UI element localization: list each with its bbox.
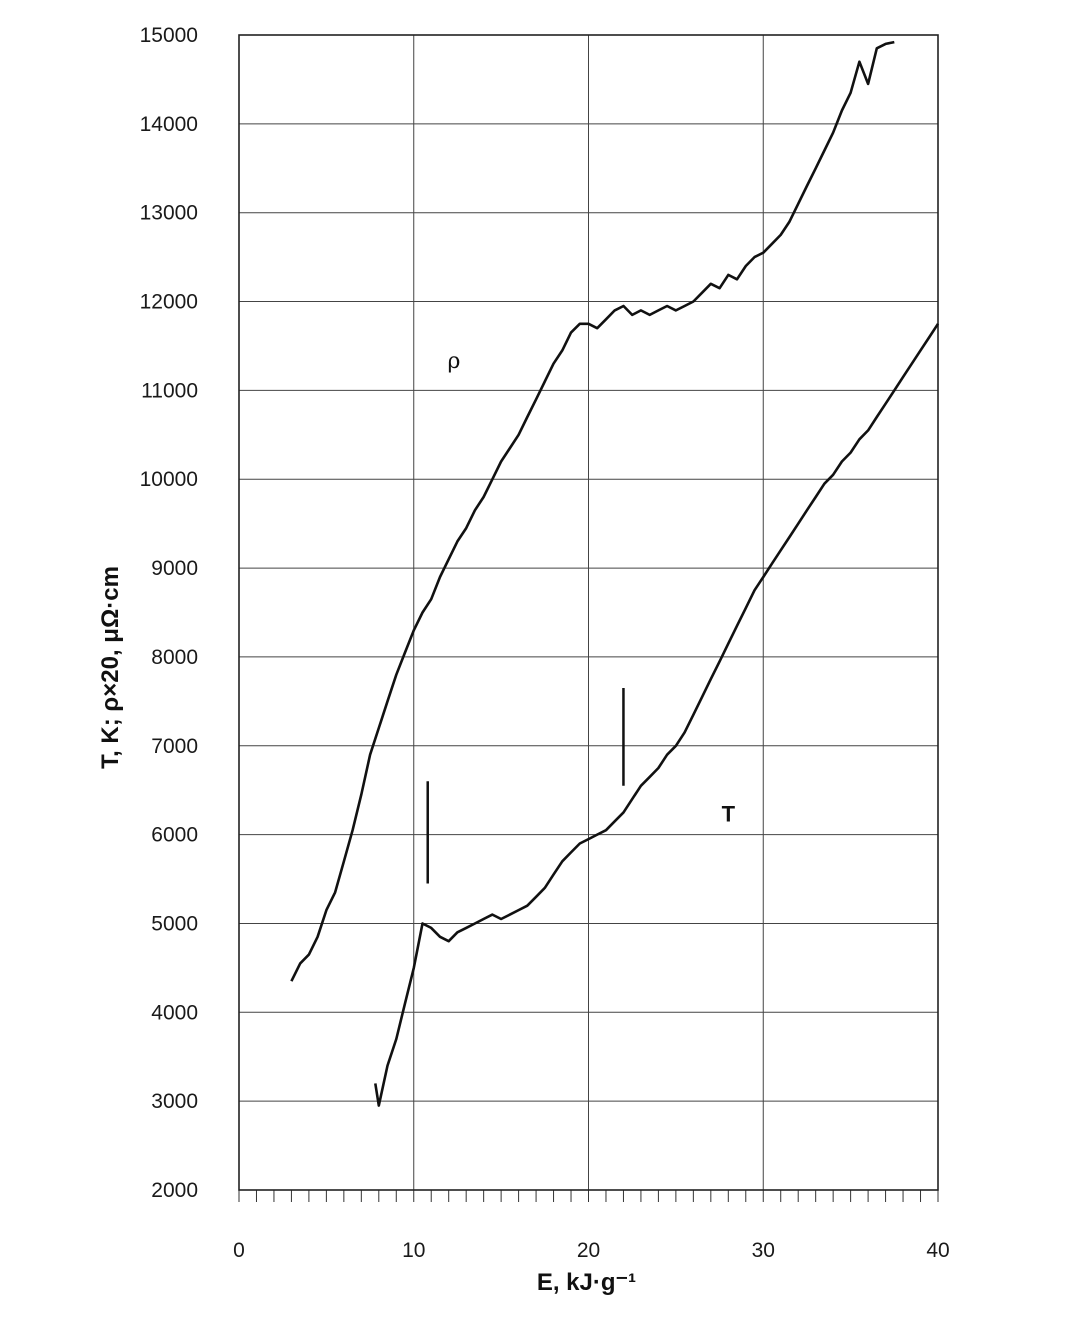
y-tick-label: 14000 — [140, 113, 198, 136]
series-line-T — [374, 323, 940, 1107]
series-labels: ρT — [447, 349, 735, 826]
x-tick-label: 30 — [752, 1239, 775, 1262]
y-tick-label: 4000 — [151, 1001, 198, 1024]
y-tick-label: 15000 — [140, 24, 198, 47]
y-tick-labels: 2000 3000 4000 5000 6000 7000 8000 9000 10000 110… — [140, 24, 198, 1202]
y-tick-label: 13000 — [140, 202, 198, 225]
plot-area-frame — [238, 34, 939, 1191]
y-tick-label: 3000 — [151, 1090, 198, 1113]
marker-lines — [426, 688, 625, 884]
x-tick-labels: 0 10 20 30 40 — [233, 1239, 950, 1262]
x-tick-label: 10 — [402, 1239, 425, 1262]
grid — [238, 34, 939, 1191]
y-tick-label: 12000 — [140, 291, 198, 314]
y-tick-label: 8000 — [151, 646, 198, 669]
y-tick-label: 10000 — [140, 468, 198, 491]
x-tick-label: 0 — [233, 1239, 245, 1262]
series-label: T — [722, 801, 736, 826]
y-tick-label: 5000 — [151, 912, 198, 935]
y-tick-label: 7000 — [151, 735, 198, 758]
y-tick-label: 2000 — [151, 1179, 198, 1202]
x-axis-title: E, kJ·g⁻¹ — [537, 1269, 636, 1296]
minor-ticks — [238, 1190, 939, 1202]
series-lines — [290, 40, 940, 1107]
x-tick-label: 20 — [577, 1239, 600, 1262]
y-tick-label: 9000 — [151, 557, 198, 580]
series-line-rho — [290, 40, 895, 982]
y-tick-label: 11000 — [141, 379, 198, 402]
y-tick-label: 6000 — [151, 824, 198, 847]
x-tick-label: 40 — [926, 1239, 949, 1262]
series-label: ρ — [447, 349, 460, 374]
y-axis-title: T, K; ρ×20, μΩ·cm — [97, 566, 124, 769]
